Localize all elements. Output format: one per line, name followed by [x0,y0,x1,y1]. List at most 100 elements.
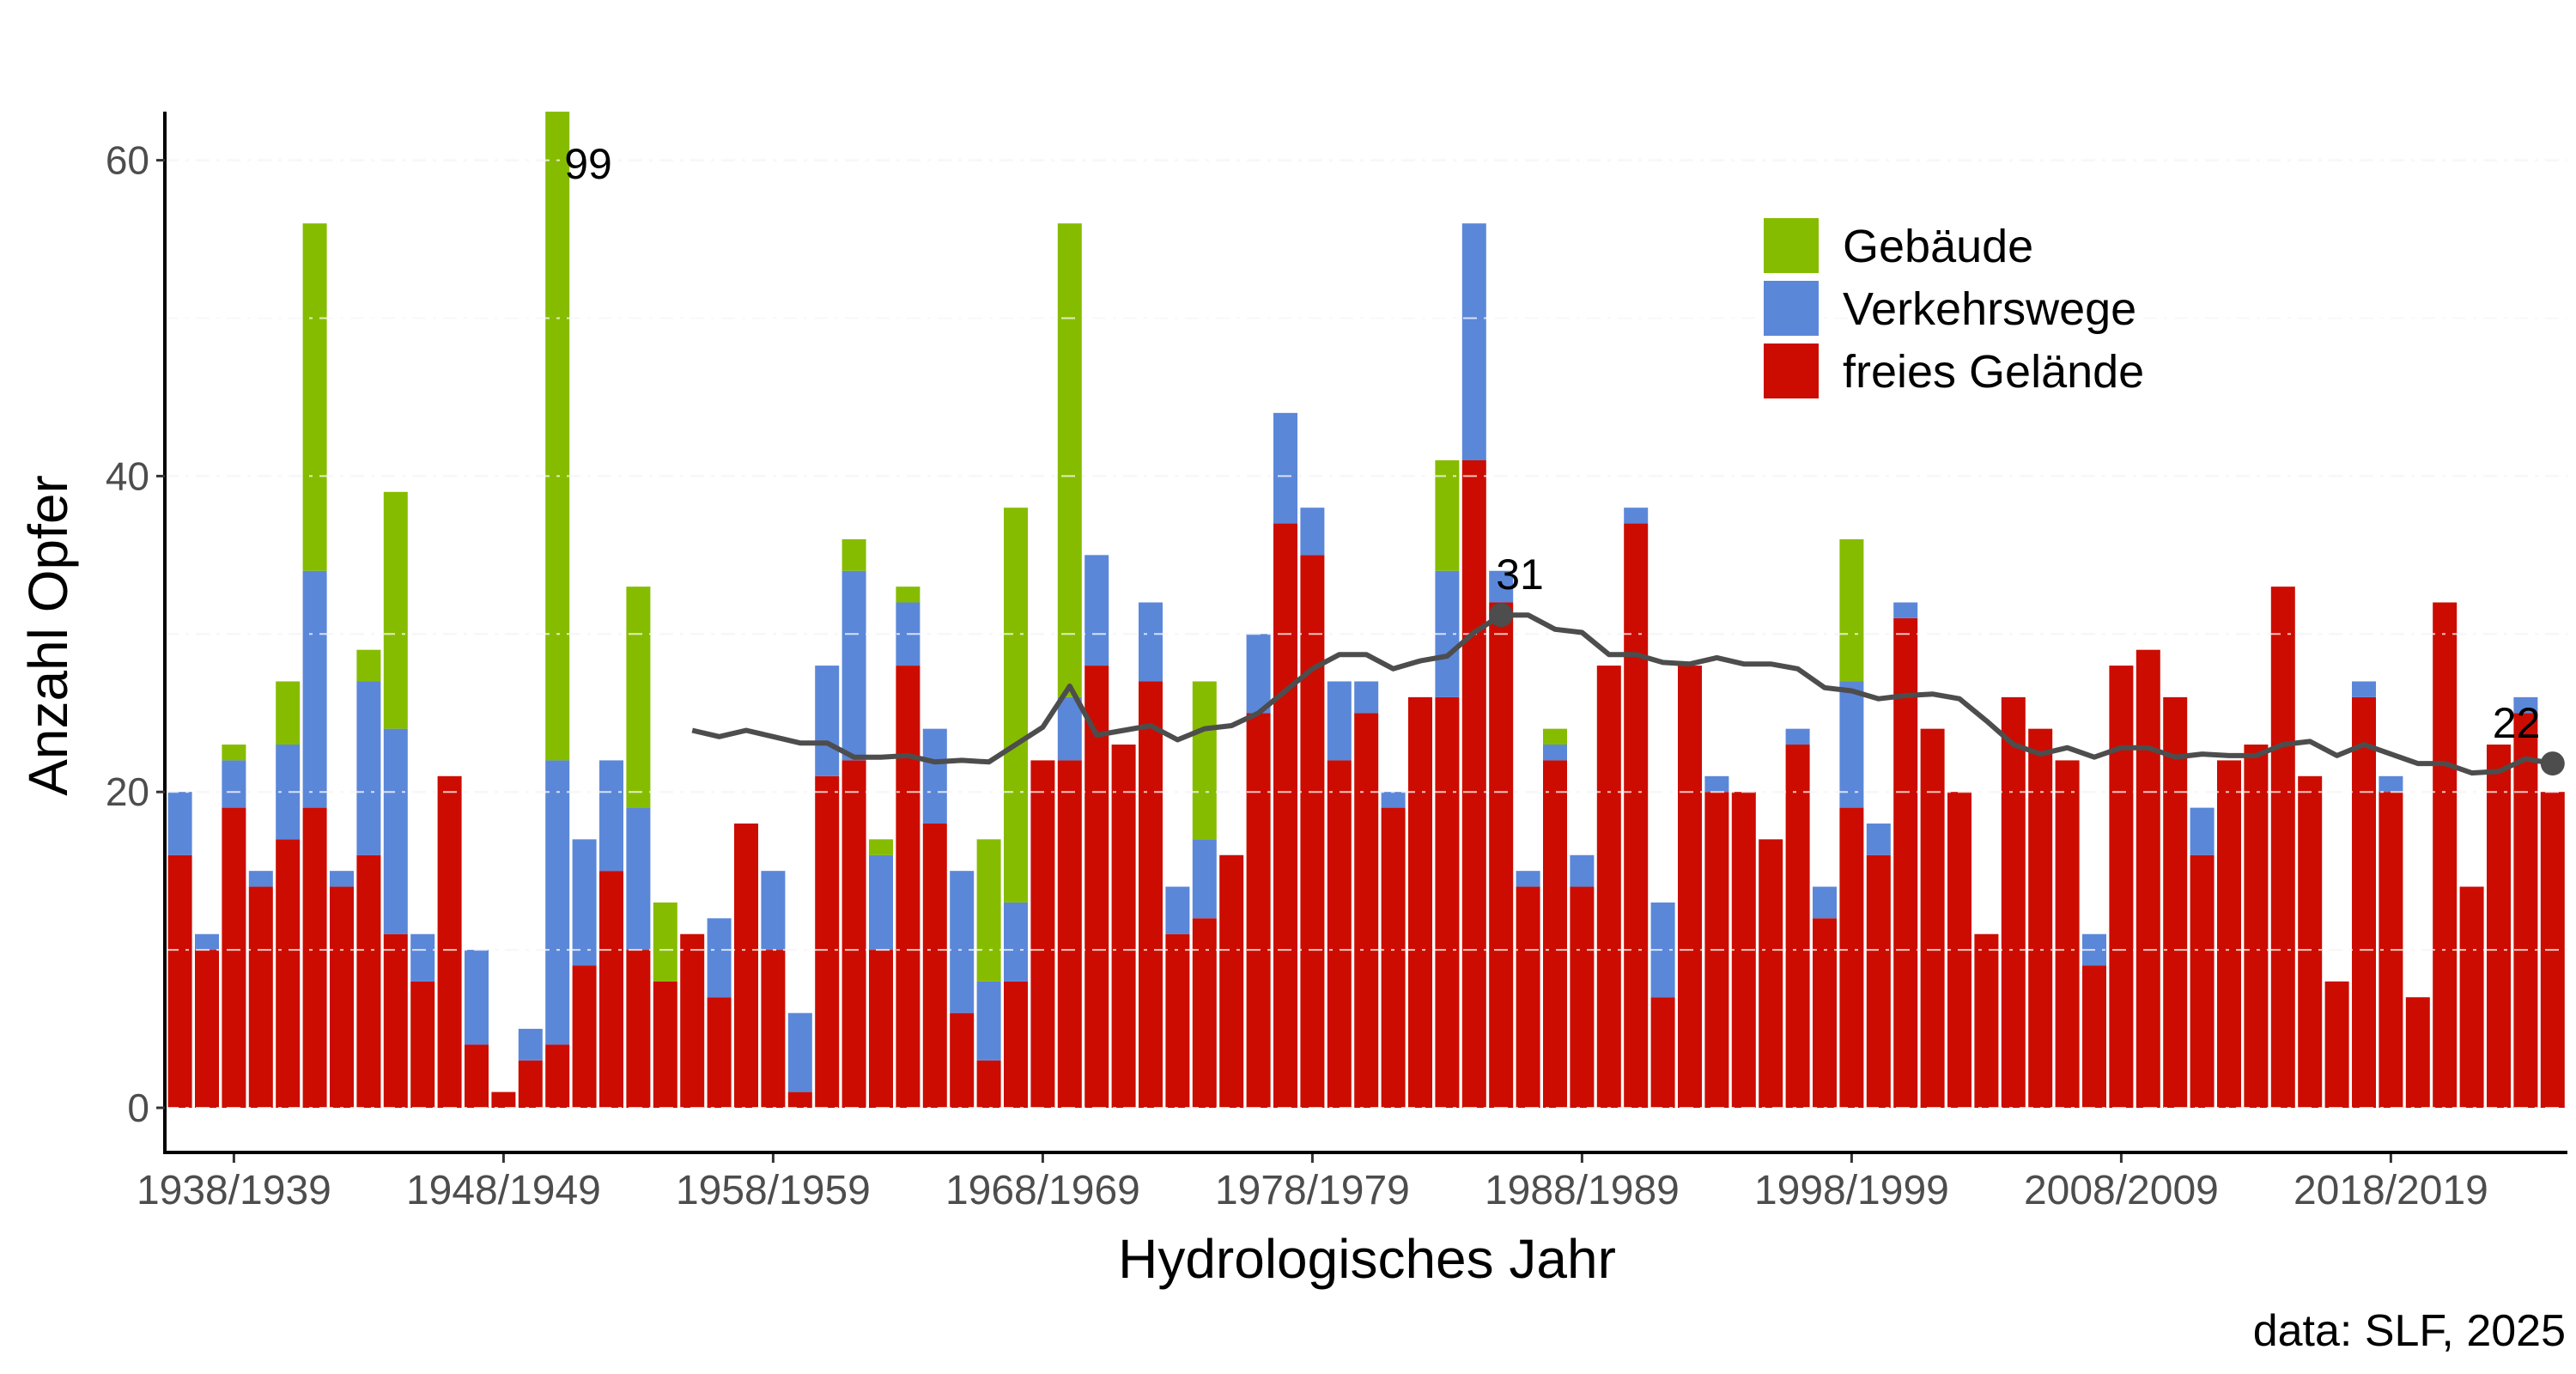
bar-segment-verkehrswege: 1997/1998 Verkehrswege: 2 [1813,886,1837,919]
bar-segment-freies-gel-nde: 1944/1945 freies Gelände: 11 [383,933,408,1108]
y-ticks: 0 20 40 60 [106,138,165,1130]
bar-segment-freies-gel-nde: 1955/1956 freies Gelände: 11 [680,933,705,1108]
bar-segment-verkehrswege: 2018/2019 Verkehrswege: 1 [2379,775,2403,793]
bar-segment-freies-gel-nde: 2022/2023 freies Gelände: 23 [2487,745,2511,1108]
moving-average-line [691,612,2554,776]
bar-segment-geb-ude: 1961/1962 Gebäude: 2 [841,538,866,571]
bar-segment-freies-gel-nde: 1951/1952 freies Gelände: 9 [572,965,597,1108]
bar-segment-verkehrswege: 1959/1960 Verkehrswege: 5 [787,1012,812,1092]
bar-segment-verkehrswege: 1941/1942 Verkehrswege: 15 [302,570,327,808]
bar-segment-verkehrswege: 2000/2001 Verkehrswege: 1 [1893,602,1918,618]
bar-segment-freies-gel-nde: 1981/1982 freies Gelände: 19 [1381,807,1406,1108]
y-tick-label: 0 [127,1085,149,1130]
bar-segment-freies-gel-nde: 2005/2006 freies Gelände: 24 [2028,728,2053,1108]
bar-segment-freies-gel-nde: 1959/1960 freies Gelände: 1 [787,1091,812,1108]
axes [163,112,2567,1154]
bar-segment-freies-gel-nde: 1984/1985 freies Gelände: 41 [1461,460,1486,1108]
x-tick-label: 1968/1969 [945,1168,1140,1213]
y-tick-label: 60 [106,138,149,183]
bar-segment-verkehrswege: 1984/1985 Verkehrswege: 15 [1461,223,1486,461]
annotation-label: 22 [2493,699,2541,747]
bar-segment-freies-gel-nde: 2010/2011 freies Gelände: 26 [2163,696,2188,1108]
bar-segment-freies-gel-nde: 1972/1973 freies Gelände: 27 [1139,681,1163,1108]
bar-segment-freies-gel-nde: 1943/1944 freies Gelände: 16 [356,854,381,1108]
bar-segment-freies-gel-nde: 1998/1999 freies Gelände: 19 [1839,807,1864,1108]
bar-segment-freies-gel-nde: 2016/2017 freies Gelände: 8 [2324,981,2349,1108]
annotation-label: 31 [1496,550,1544,599]
bar-segment-verkehrswege: 1964/1965 Verkehrswege: 6 [922,728,947,824]
bar-segment-verkehrswege: 1998/1999 Verkehrswege: 8 [1839,681,1864,808]
bar-segment-freies-gel-nde: 1974/1975 freies Gelände: 12 [1192,918,1217,1108]
bar-segment-freies-gel-nde: 1988/1989 freies Gelände: 14 [1570,886,1595,1108]
bar-segment-verkehrswege: 1938/1939 Verkehrswege: 3 [222,760,246,808]
bar-segment-freies-gel-nde: 1989/1990 freies Gelände: 28 [1596,666,1621,1108]
bar-segment-verkehrswege: 1965/1966 Verkehrswege: 9 [950,871,975,1013]
bar-segment-geb-ude: 1963/1964 Gebäude: 1 [896,587,920,603]
bar-segment-freies-gel-nde: 2001/2002 freies Gelände: 24 [1920,728,1945,1108]
legend-label-verkehrswege: Verkehrswege [1843,283,2136,335]
bar-segment-freies-gel-nde: 1947/1948 freies Gelände: 4 [465,1044,489,1108]
bar-segment-freies-gel-nde: 1961/1962 freies Gelände: 22 [841,760,866,1108]
bar-segment-freies-gel-nde: 1965/1966 freies Gelände: 6 [950,1012,975,1108]
bar-segment-geb-ude: 1987/1988 Gebäude: 1 [1543,728,1567,745]
bar-segment-verkehrswege: 1976/1977 Verkehrswege: 5 [1246,634,1271,714]
bar-segment-freies-gel-nde: 1969/1970 freies Gelände: 22 [1057,760,1082,1108]
bar-segment-freies-gel-nde: 1967/1968 freies Gelände: 8 [1004,981,1028,1108]
bar-segment-freies-gel-nde: 1985/1986 freies Gelände: 32 [1489,602,1514,1108]
bar-segment-verkehrswege: 1949/1950 Verkehrswege: 2 [518,1029,543,1061]
bar-segment-freies-gel-nde: 1953/1954 freies Gelände: 10 [626,950,651,1108]
bar-segment-verkehrswege: 1973/1974 Verkehrswege: 3 [1165,886,1190,934]
bar-segment-geb-ude: 1962/1963 Gebäude: 1 [869,839,893,855]
x-axis-title: Hydrologisches Jahr [1118,1228,1616,1290]
bar-segment-verkehrswege: 1993/1994 Verkehrswege: 1 [1704,775,1729,793]
bar-segment-freies-gel-nde: 1966/1967 freies Gelände: 3 [976,1060,1001,1108]
bar-segment-verkehrswege: 1990/1991 Verkehrswege: 1 [1624,508,1649,524]
caption: data: SLF, 2025 [2253,1306,2566,1356]
bar-segment-verkehrswege: 1939/1940 Verkehrswege: 1 [248,871,273,887]
bar-segment-freies-gel-nde: 1980/1981 freies Gelände: 25 [1354,713,1379,1108]
bar-segment-verkehrswege: 1985/1986 Verkehrswege: 2 [1489,570,1514,603]
bar-segment-freies-gel-nde: 1971/1972 freies Gelände: 23 [1111,745,1136,1108]
bar-segment-freies-gel-nde: 1937/1938 freies Gelände: 10 [195,950,219,1108]
bar-segment-verkehrswege: 1981/1982 Verkehrswege: 1 [1381,792,1406,808]
bar-segment-freies-gel-nde: 2009/2010 freies Gelände: 29 [2136,649,2160,1108]
bar-segment-verkehrswege: 1996/1997 Verkehrswege: 1 [1785,728,1810,745]
bar-segment-freies-gel-nde: 1990/1991 freies Gelände: 37 [1624,523,1649,1108]
bar-segment-freies-gel-nde: 1960/1961 freies Gelände: 21 [815,775,840,1108]
bar-segment-verkehrswege: 1978/1979 Verkehrswege: 3 [1300,508,1325,556]
bar-segment-freies-gel-nde: 2023/2024 freies Gelände: 25 [2513,713,2538,1108]
moving-average [691,612,2554,776]
bar-segment-freies-gel-nde: 1941/1942 freies Gelände: 19 [302,807,327,1108]
bar-segment-freies-gel-nde: 2000/2001 freies Gelände: 31 [1893,617,1918,1108]
bar-segment-freies-gel-nde: 2007/2008 freies Gelände: 9 [2082,965,2106,1108]
x-tick-label: 1988/1989 [1485,1168,1680,1213]
bar-segment-verkehrswege: 1937/1938 Verkehrswege: 1 [195,933,219,951]
bar-segment-freies-gel-nde: 2021/2022 freies Gelände: 14 [2459,886,2484,1108]
bar-segment-freies-gel-nde: 1968/1969 freies Gelände: 22 [1030,760,1055,1108]
legend: Gebäude Verkehrswege freies Gelände [1764,218,2144,398]
bar-segment-verkehrswege: 1952/1953 Verkehrswege: 7 [599,760,623,872]
bar-segment-freies-gel-nde: 1997/1998 freies Gelände: 12 [1813,918,1837,1108]
x-tick-label: 2018/2019 [2293,1168,2488,1213]
bar-segment-freies-gel-nde: 2019/2020 freies Gelände: 7 [2405,997,2430,1108]
bar-segment-verkehrswege: 1945/1946 Verkehrswege: 3 [410,933,435,982]
legend-swatch-gebaeude [1764,218,1819,273]
bar-segment-verkehrswege: 1977/1978 Verkehrswege: 7 [1273,412,1297,524]
bar-segment-freies-gel-nde: 2013/2014 freies Gelände: 23 [2244,745,2269,1108]
bar-segment-verkehrswege: 1967/1968 Verkehrswege: 5 [1004,902,1028,982]
bar-segment-freies-gel-nde: 1979/1980 freies Gelände: 22 [1327,760,1352,1108]
bar-segment-freies-gel-nde: 2008/2009 freies Gelände: 28 [2109,666,2134,1108]
y-tick-label: 40 [106,453,149,498]
bar-segment-verkehrswege: 1956/1957 Verkehrswege: 5 [707,918,732,998]
bar-segment-freies-gel-nde: 1962/1963 freies Gelände: 10 [869,950,893,1108]
moving-average-point [1489,603,1514,628]
bar-segment-verkehrswege: 1986/1987 Verkehrswege: 1 [1516,871,1540,887]
annotation-label: 99 [564,140,612,188]
bar-segment-geb-ude: 1966/1967 Gebäude: 9 [976,839,1001,982]
bar-segment-freies-gel-nde: 1954/1955 freies Gelände: 8 [653,981,677,1108]
bar-segment-freies-gel-nde: 1987/1988 freies Gelände: 22 [1543,760,1567,1108]
bar-segment-freies-gel-nde: 1973/1974 freies Gelände: 11 [1165,933,1190,1108]
bar-segment-freies-gel-nde: 1964/1965 freies Gelände: 18 [922,823,947,1108]
bar-segment-freies-gel-nde: 1992/1993 freies Gelände: 28 [1678,666,1702,1108]
